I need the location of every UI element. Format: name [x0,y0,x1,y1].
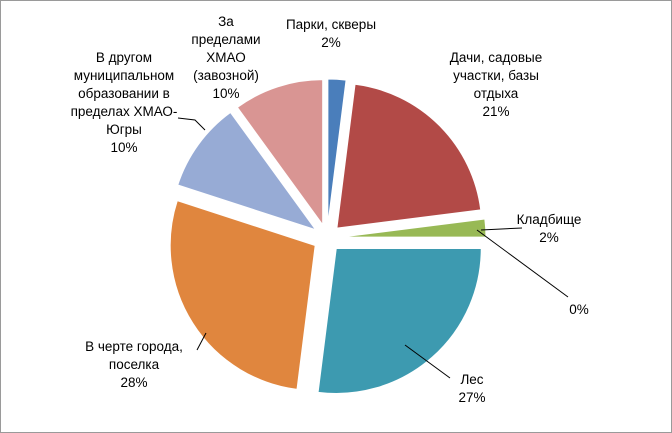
data-label-cemetery: Кладбище 2% [517,212,582,245]
category-label-line: Кладбище [517,212,582,227]
category-label-line: образовании в [78,86,170,101]
value-label: 2% [321,35,341,50]
leader-line-other_mo [177,117,206,131]
category-label-line: Лес [460,372,483,387]
category-label-line: За [218,14,234,29]
pie-slice-forest [317,248,482,394]
value-label: 27% [458,390,485,405]
category-label-line: Югры [106,122,142,137]
category-label-line: поселка [109,357,160,372]
category-label-line: муниципальном [74,68,174,83]
leader-line-forest [404,344,451,379]
pie-slice-outside [236,79,324,227]
category-label-line: В черте города, [85,339,183,354]
data-label-zero: 0% [569,302,589,317]
category-label-line: Парки, скверы [286,17,376,32]
value-label: 10% [212,86,239,101]
data-label-forest: Лес 27% [458,372,485,405]
category-label-line: В другом [96,50,152,65]
pie-slice-parks [327,78,347,225]
category-label-line: ХМАО [206,50,245,65]
value-label: 0% [569,302,589,317]
category-label-line: участки, базы [453,68,539,83]
value-label: 21% [482,104,509,119]
category-label-line: отдыха [474,86,519,101]
value-label: 28% [120,375,147,390]
category-label-line: Дачи, садовые [450,50,542,65]
pie-slice-dachas [336,83,482,229]
category-label-line: пределами [191,32,260,47]
leader-line-cemetery [480,227,523,231]
leader-line-zero [476,229,569,298]
value-label: 10% [110,140,137,155]
leader-line-city [196,332,207,351]
value-label: 2% [539,230,559,245]
data-label-outside: За пределами ХМАО (завозной) 10% [191,14,260,101]
pie-slice-other_mo [177,111,317,231]
data-label-parks: Парки, скверы 2% [286,17,376,50]
data-label-dachas: Дачи, садовые участки, базы отдыха 21% [450,50,542,119]
pie-slice-city [169,200,316,390]
data-label-other_mo: В другом муниципальном образовании в предел… [71,50,178,155]
category-label-line: (завозной) [193,68,259,83]
data-label-city: В черте города, поселка 28% [85,339,183,390]
category-label-line: пределах ХМАО- [71,104,178,119]
